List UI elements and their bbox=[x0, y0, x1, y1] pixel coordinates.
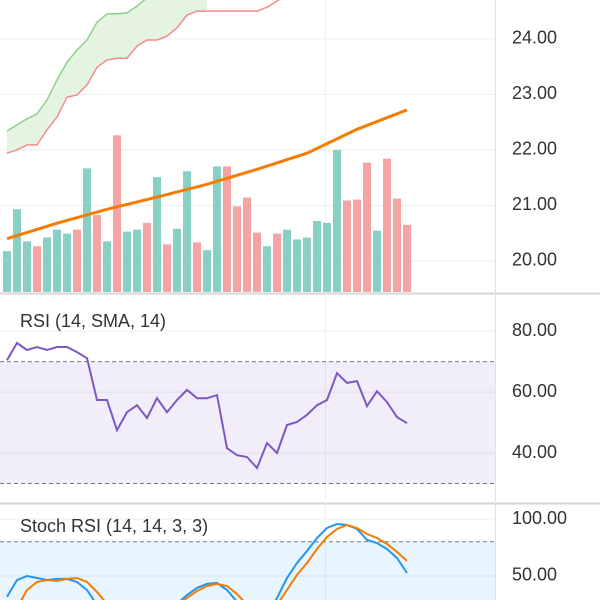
volume-bar bbox=[313, 220, 321, 292]
volume-bar bbox=[113, 135, 121, 292]
volume-bar bbox=[233, 206, 241, 292]
volume-bar bbox=[193, 242, 201, 292]
volume-bar bbox=[63, 233, 71, 292]
y-tick-label: 100.00 bbox=[512, 508, 567, 528]
volume-bar bbox=[123, 231, 131, 292]
volume-bar bbox=[33, 246, 41, 292]
y-tick-label: 40.00 bbox=[512, 442, 557, 462]
band-fill bbox=[7, 0, 207, 154]
y-tick-label: 24.00 bbox=[512, 28, 557, 48]
pane-title: RSI (14, SMA, 14) bbox=[20, 311, 166, 331]
volume-bar bbox=[183, 171, 191, 292]
y-tick-label: 50.00 bbox=[512, 565, 557, 585]
indicator-line bbox=[20, 523, 408, 600]
volume-bar bbox=[403, 224, 411, 292]
volume-bar bbox=[343, 200, 351, 292]
y-tick-label: 20.00 bbox=[512, 250, 557, 270]
volume-bar bbox=[213, 166, 221, 292]
pane-title: Stoch RSI (14, 14, 3, 3) bbox=[20, 516, 208, 536]
indicator-line bbox=[6, 522, 408, 600]
pane bbox=[0, 518, 495, 600]
band-fill bbox=[0, 541, 495, 600]
volume-bar bbox=[83, 168, 91, 292]
volume-bar bbox=[173, 228, 181, 292]
volume-bar bbox=[163, 244, 171, 292]
volume-bar bbox=[23, 241, 31, 292]
volume-bar bbox=[303, 237, 311, 292]
volume-bar bbox=[373, 230, 381, 292]
volume-bar bbox=[243, 197, 251, 292]
volume-bar bbox=[153, 177, 161, 292]
volume-bar bbox=[13, 209, 21, 292]
volume-bar bbox=[353, 199, 361, 292]
volume-bar bbox=[73, 229, 81, 292]
price-line bbox=[6, 0, 146, 132]
y-tick-label: 23.00 bbox=[512, 83, 557, 103]
price-line bbox=[6, 108, 408, 241]
volume-bar bbox=[253, 232, 261, 292]
volume-bar bbox=[103, 241, 111, 292]
pane bbox=[0, 330, 495, 485]
indicator-line bbox=[6, 341, 408, 470]
volume-bar bbox=[363, 162, 371, 292]
volume-bar bbox=[273, 233, 281, 292]
volume-bar bbox=[43, 237, 51, 292]
volume-bar bbox=[383, 158, 391, 292]
volume-bar bbox=[263, 246, 271, 292]
volume-bar bbox=[133, 229, 141, 292]
volume-bar bbox=[223, 166, 231, 292]
y-tick-label: 80.00 bbox=[512, 320, 557, 340]
volume-bar bbox=[293, 239, 301, 292]
band-fill bbox=[0, 361, 495, 484]
y-tick-label: 22.00 bbox=[512, 139, 557, 159]
volume-bar bbox=[393, 198, 401, 292]
volume-bar bbox=[53, 229, 61, 292]
volume-bar bbox=[323, 222, 331, 292]
volume-bar bbox=[333, 149, 341, 292]
y-tick-label: 21.00 bbox=[512, 194, 557, 214]
volume-bar bbox=[283, 229, 291, 292]
volume-bar bbox=[3, 251, 11, 292]
pane bbox=[0, 0, 495, 292]
volume-bar bbox=[93, 215, 101, 292]
y-tick-label: 60.00 bbox=[512, 381, 557, 401]
price-line bbox=[6, 0, 280, 154]
volume-bar bbox=[203, 250, 211, 292]
volume-bar bbox=[143, 222, 151, 292]
